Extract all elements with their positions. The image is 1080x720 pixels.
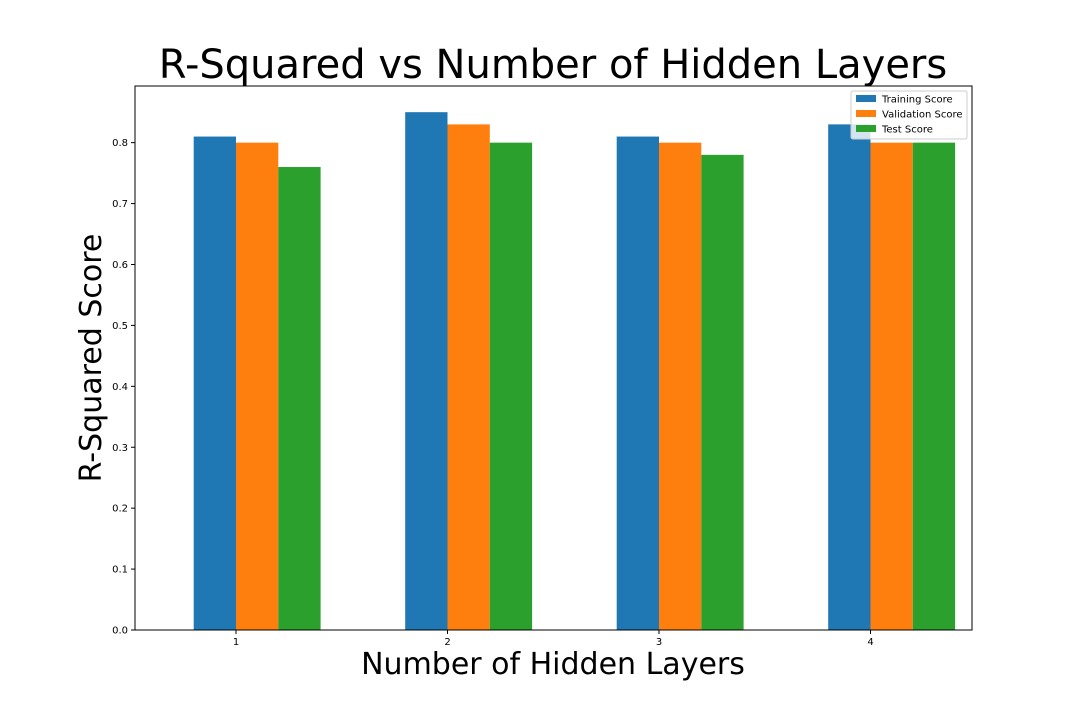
bar-test-score-4 bbox=[912, 142, 956, 630]
y-tick-label: 0.1 bbox=[112, 565, 128, 576]
bar-validation-score-1 bbox=[236, 142, 279, 630]
bar-validation-score-4 bbox=[870, 142, 913, 630]
x-axis: 1 2 3 4 bbox=[233, 630, 874, 648]
y-tick-label: 0.2 bbox=[112, 504, 128, 515]
x-tick-label: 1 bbox=[233, 637, 239, 648]
legend-label: Training Score bbox=[881, 95, 953, 106]
y-tick-label: 0.0 bbox=[112, 626, 128, 637]
y-tick-label: 0.3 bbox=[112, 443, 128, 454]
bar-test-score-3 bbox=[701, 154, 744, 630]
legend-swatch-test-score bbox=[856, 125, 876, 132]
y-tick-label: 0.6 bbox=[112, 260, 128, 271]
y-axis: 0.0 0.1 0.2 0.3 0.4 0.5 0.6 0.7 0.8 bbox=[112, 138, 135, 637]
bar-training-score-4 bbox=[828, 124, 871, 630]
bar-validation-score-2 bbox=[447, 124, 490, 630]
legend-swatch-training-score bbox=[856, 95, 876, 102]
y-tick-label: 0.8 bbox=[112, 138, 128, 149]
bar-test-score-1 bbox=[278, 167, 321, 630]
x-tick-label: 3 bbox=[656, 637, 662, 648]
legend-label: Validation Score bbox=[882, 110, 963, 121]
legend: Training Score Validation Score Test Score bbox=[850, 90, 968, 140]
x-axis-label: Number of Hidden Layers bbox=[361, 647, 745, 682]
y-tick-label: 0.7 bbox=[112, 199, 128, 210]
axes-frame bbox=[134, 85, 973, 631]
y-tick-label: 0.4 bbox=[112, 382, 128, 393]
y-tick-label: 0.5 bbox=[112, 321, 128, 332]
bar-training-score-1 bbox=[193, 136, 236, 630]
x-tick-label: 4 bbox=[867, 637, 873, 648]
bar-test-score-2 bbox=[489, 142, 533, 630]
plot-area bbox=[193, 112, 956, 630]
legend-items: Training Score Validation Score Test Score bbox=[856, 95, 963, 136]
legend-swatch-validation-score bbox=[856, 110, 876, 117]
y-axis-label: R-Squared Score bbox=[74, 234, 109, 483]
legend-box bbox=[850, 90, 968, 140]
chart-title: R-Squared vs Number of Hidden Layers bbox=[159, 42, 947, 88]
bar-training-score-2 bbox=[405, 112, 448, 630]
bar-validation-score-3 bbox=[659, 142, 702, 630]
bar-training-score-3 bbox=[616, 136, 659, 630]
legend-label: Test Score bbox=[881, 125, 933, 136]
x-tick-label: 2 bbox=[444, 637, 450, 648]
